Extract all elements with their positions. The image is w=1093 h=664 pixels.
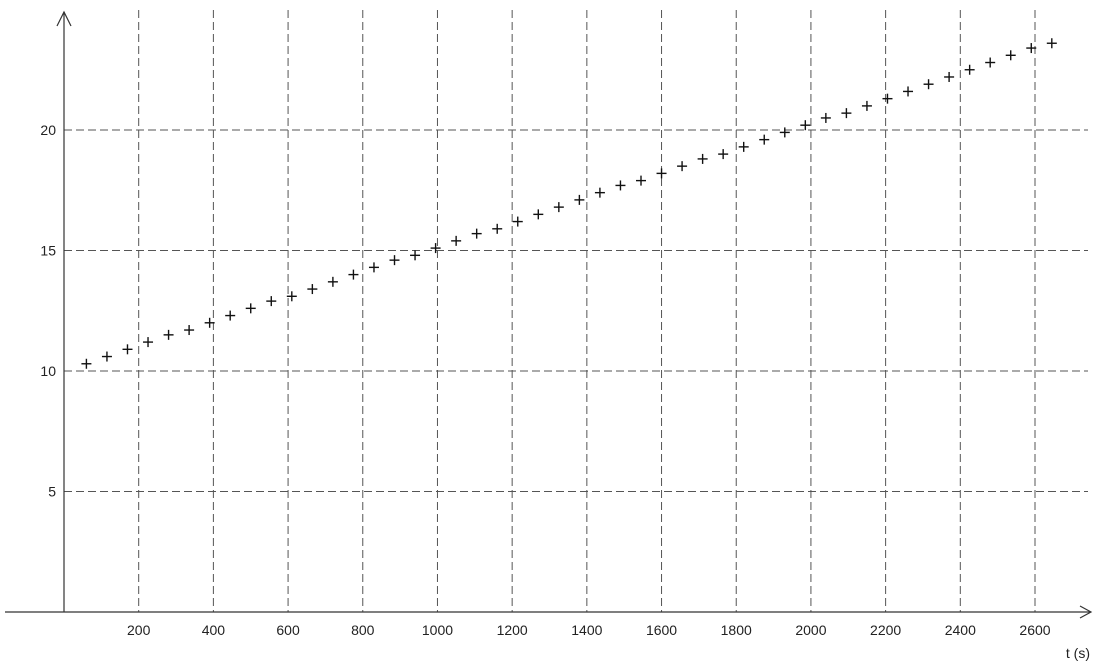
- data-point: [430, 243, 441, 254]
- x-tick-label: 2000: [795, 622, 826, 638]
- y-axis-arrow: [56, 10, 72, 27]
- y-tick-label: 10: [40, 363, 56, 379]
- data-point: [718, 149, 729, 160]
- data-point: [635, 175, 646, 186]
- data-point: [779, 127, 790, 138]
- data-point: [389, 255, 400, 266]
- data-point: [348, 269, 359, 280]
- x-tick-label: 800: [351, 622, 375, 638]
- data-point: [245, 303, 256, 314]
- data-point: [101, 351, 112, 362]
- data-point: [327, 276, 338, 287]
- data-point: [81, 358, 92, 369]
- axes: [5, 10, 1093, 619]
- y-tick-label: 15: [40, 243, 56, 259]
- x-tick-label: 1000: [422, 622, 453, 638]
- x-tick-label: 2200: [870, 622, 901, 638]
- data-point: [677, 161, 688, 172]
- x-tick-label: 600: [276, 622, 300, 638]
- data-point: [820, 112, 831, 123]
- data-point: [882, 93, 893, 104]
- x-tick-label: 2400: [945, 622, 976, 638]
- data-point: [368, 262, 379, 273]
- x-tick-label: 400: [202, 622, 226, 638]
- data-point: [163, 329, 174, 340]
- data-point: [697, 153, 708, 164]
- data-point: [307, 284, 318, 295]
- data-point: [1026, 43, 1037, 54]
- y-tick-labels: 5 10 15 20: [40, 122, 56, 500]
- data-point: [553, 202, 564, 213]
- data-point: [184, 325, 195, 336]
- data-point: [800, 120, 811, 131]
- data-point: [410, 250, 421, 261]
- x-axis-arrow: [1079, 605, 1093, 619]
- x-tick-label: 1400: [571, 622, 602, 638]
- x-tick-label: 2600: [1019, 622, 1050, 638]
- data-point: [471, 228, 482, 239]
- data-point: [985, 57, 996, 68]
- data-point: [615, 180, 626, 191]
- data-points: [81, 38, 1057, 369]
- data-point: [738, 141, 749, 152]
- data-point: [225, 310, 236, 321]
- data-point: [266, 296, 277, 307]
- y-tick-label: 20: [40, 122, 56, 138]
- x-tick-label: 1600: [646, 622, 677, 638]
- data-point: [122, 344, 133, 355]
- data-point: [1046, 38, 1057, 49]
- data-point: [451, 235, 462, 246]
- data-point: [759, 134, 770, 145]
- x-axis-label: t (s): [1066, 645, 1090, 661]
- data-point: [143, 337, 154, 348]
- data-point: [944, 71, 955, 82]
- data-point: [286, 291, 297, 302]
- grid-lines: [64, 10, 1088, 612]
- x-tick-labels: 200 400 600 800 1000 1200 1400 1600 1800 2000 2200…: [127, 622, 1051, 638]
- x-tick-label: 1800: [721, 622, 752, 638]
- data-point: [656, 168, 667, 179]
- data-point: [1005, 50, 1016, 61]
- x-tick-label: 1200: [497, 622, 528, 638]
- data-point: [574, 194, 585, 205]
- data-point: [204, 317, 215, 328]
- x-tick-label: 200: [127, 622, 151, 638]
- y-tick-label: 5: [48, 484, 56, 500]
- data-point: [512, 216, 523, 227]
- data-point: [841, 108, 852, 119]
- data-point: [903, 86, 914, 97]
- data-point: [861, 100, 872, 111]
- data-point: [964, 64, 975, 75]
- data-point: [533, 209, 544, 220]
- data-point: [492, 223, 503, 234]
- data-point: [594, 187, 605, 198]
- data-point: [923, 79, 934, 90]
